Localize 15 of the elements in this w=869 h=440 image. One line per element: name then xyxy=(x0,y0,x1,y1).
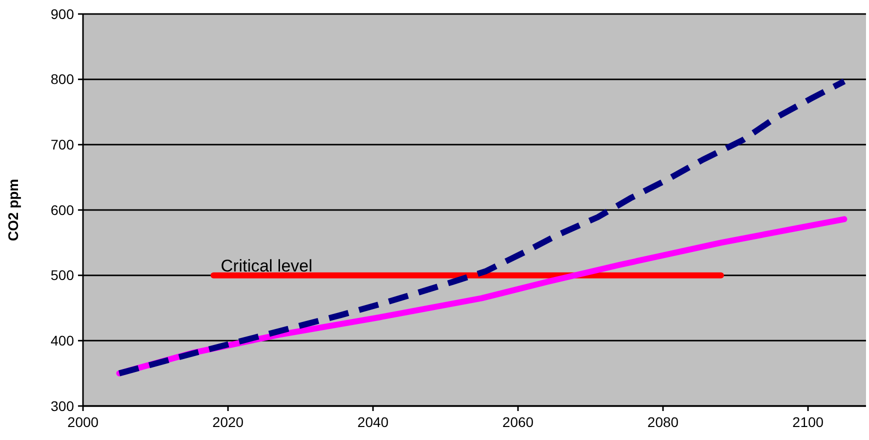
y-tick-label: 300 xyxy=(50,398,74,414)
x-tick-label: 2080 xyxy=(647,414,679,430)
annotation: Critical level xyxy=(220,256,312,276)
x-tick-label: 2020 xyxy=(212,414,244,430)
y-tick-label: 600 xyxy=(50,202,74,218)
y-tick-label: 700 xyxy=(50,136,74,153)
x-tick-label: 2040 xyxy=(357,414,389,430)
y-tick-label: 900 xyxy=(50,6,74,22)
x-tick-label: 2060 xyxy=(502,414,534,430)
y-axis-title: CO2 ppm xyxy=(5,178,21,242)
x-tick-label: 2100 xyxy=(792,414,824,430)
y-tick-label: 500 xyxy=(50,267,74,284)
y-tick-label: 400 xyxy=(50,332,74,349)
y-tick-label: 800 xyxy=(50,71,74,88)
x-tick-label: 2000 xyxy=(67,414,99,430)
